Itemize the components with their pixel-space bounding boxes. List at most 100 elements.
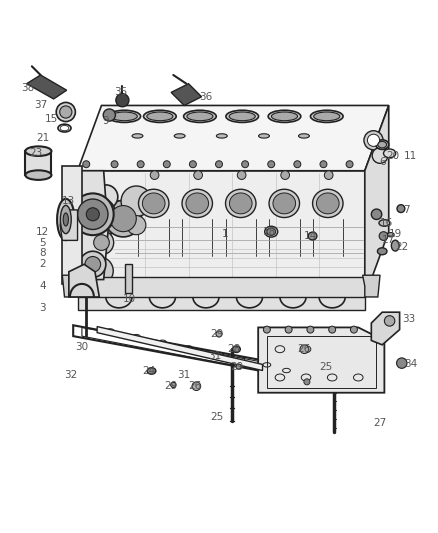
Text: 23: 23 xyxy=(30,148,43,158)
Ellipse shape xyxy=(60,205,71,233)
Circle shape xyxy=(137,161,144,168)
Circle shape xyxy=(83,161,90,168)
Text: 15: 15 xyxy=(45,114,58,124)
Ellipse shape xyxy=(236,364,241,369)
Circle shape xyxy=(56,102,75,122)
Ellipse shape xyxy=(229,112,255,120)
Text: 9: 9 xyxy=(102,116,109,126)
Circle shape xyxy=(294,161,301,168)
Circle shape xyxy=(372,326,379,333)
Circle shape xyxy=(215,161,223,168)
Ellipse shape xyxy=(397,205,405,213)
Circle shape xyxy=(263,326,270,333)
Circle shape xyxy=(328,326,336,333)
Ellipse shape xyxy=(94,185,118,209)
Circle shape xyxy=(78,199,108,230)
Text: 11: 11 xyxy=(404,150,417,160)
Text: 19: 19 xyxy=(389,229,402,239)
Ellipse shape xyxy=(272,112,297,120)
Ellipse shape xyxy=(299,134,309,138)
Text: 27: 27 xyxy=(374,418,387,428)
Circle shape xyxy=(103,109,116,121)
Circle shape xyxy=(105,200,141,237)
Bar xyxy=(81,286,92,293)
Ellipse shape xyxy=(378,141,387,148)
Ellipse shape xyxy=(388,232,394,237)
Text: 13: 13 xyxy=(62,196,75,206)
Ellipse shape xyxy=(216,134,227,138)
Ellipse shape xyxy=(147,112,173,120)
Text: 37: 37 xyxy=(34,100,47,110)
Text: 1: 1 xyxy=(222,229,229,239)
Text: 29: 29 xyxy=(165,381,178,391)
Ellipse shape xyxy=(187,112,213,120)
Text: 14: 14 xyxy=(304,231,317,241)
Polygon shape xyxy=(371,312,399,345)
Ellipse shape xyxy=(230,193,252,214)
Circle shape xyxy=(86,208,99,221)
Ellipse shape xyxy=(376,140,389,149)
Ellipse shape xyxy=(25,147,51,156)
Text: 33: 33 xyxy=(402,314,415,324)
Text: 25: 25 xyxy=(210,411,223,422)
Ellipse shape xyxy=(391,240,399,251)
Text: 4: 4 xyxy=(39,281,46,291)
Circle shape xyxy=(163,161,170,168)
Circle shape xyxy=(89,230,114,255)
Bar xyxy=(125,264,131,293)
Polygon shape xyxy=(69,264,99,297)
Circle shape xyxy=(304,379,310,385)
Ellipse shape xyxy=(138,189,169,217)
Text: 26: 26 xyxy=(188,381,201,391)
Text: 18: 18 xyxy=(262,227,276,237)
Ellipse shape xyxy=(63,213,68,226)
Text: 20: 20 xyxy=(386,150,399,160)
Circle shape xyxy=(346,161,353,168)
Ellipse shape xyxy=(216,331,222,337)
Ellipse shape xyxy=(25,171,51,180)
Circle shape xyxy=(189,161,196,168)
Polygon shape xyxy=(97,327,262,370)
Circle shape xyxy=(77,192,122,237)
Circle shape xyxy=(60,106,72,118)
Ellipse shape xyxy=(186,193,208,214)
Ellipse shape xyxy=(144,110,176,123)
Ellipse shape xyxy=(268,110,301,123)
Circle shape xyxy=(72,193,114,235)
Polygon shape xyxy=(62,275,80,297)
Ellipse shape xyxy=(184,110,216,123)
Ellipse shape xyxy=(132,134,143,138)
Polygon shape xyxy=(78,171,108,279)
Ellipse shape xyxy=(182,189,212,217)
Text: 29: 29 xyxy=(230,361,243,372)
Circle shape xyxy=(116,94,129,107)
Text: 30: 30 xyxy=(75,342,88,352)
Circle shape xyxy=(85,256,101,272)
Circle shape xyxy=(300,345,309,353)
Text: 28: 28 xyxy=(228,344,241,354)
Circle shape xyxy=(281,171,290,180)
Polygon shape xyxy=(78,106,389,171)
Circle shape xyxy=(372,148,388,163)
Circle shape xyxy=(350,326,357,333)
Circle shape xyxy=(92,206,107,222)
Text: 38: 38 xyxy=(21,83,34,93)
Ellipse shape xyxy=(317,193,339,214)
Text: 25: 25 xyxy=(319,361,332,372)
Ellipse shape xyxy=(57,199,74,240)
Polygon shape xyxy=(258,327,385,393)
Polygon shape xyxy=(25,151,51,175)
Text: 17: 17 xyxy=(382,236,396,245)
Polygon shape xyxy=(365,106,389,297)
Ellipse shape xyxy=(379,220,390,226)
Text: 12: 12 xyxy=(36,227,49,237)
Text: 5: 5 xyxy=(39,238,46,247)
Ellipse shape xyxy=(171,382,176,387)
Ellipse shape xyxy=(269,189,300,217)
Text: 6: 6 xyxy=(379,157,385,167)
Polygon shape xyxy=(363,275,380,297)
Circle shape xyxy=(127,215,146,235)
Circle shape xyxy=(237,171,246,180)
Ellipse shape xyxy=(174,134,185,138)
Ellipse shape xyxy=(265,226,278,237)
